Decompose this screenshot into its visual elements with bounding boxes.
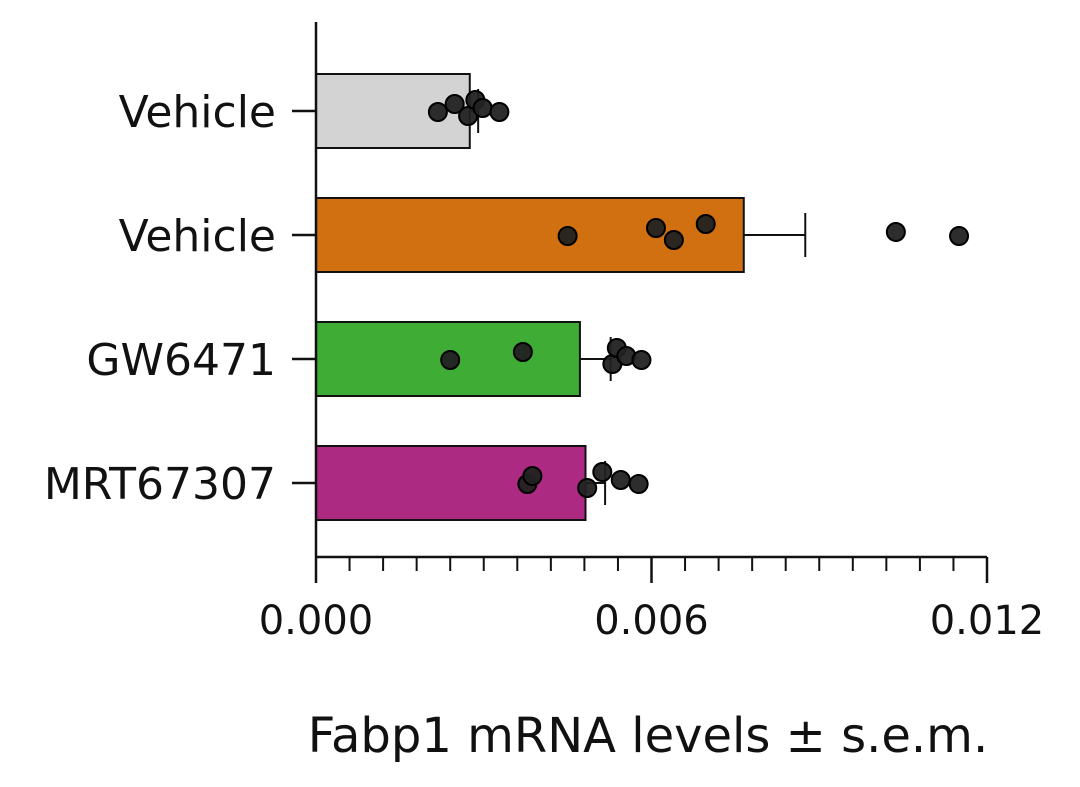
axes-layer (292, 22, 989, 583)
error-bars-layer (469, 89, 807, 505)
data-point (592, 462, 613, 482)
data-point (512, 342, 533, 362)
data-points-layer (427, 90, 970, 498)
data-point (444, 94, 465, 114)
x-axis-title: Fabp1 mRNA levels ± s.e.m. (308, 708, 988, 764)
data-point (645, 218, 666, 238)
x-tick-label: 0.012 (930, 598, 1045, 644)
data-point (489, 102, 510, 122)
y-tick-label: GW6471 (86, 335, 276, 386)
y-tick-label: MRT67307 (44, 459, 276, 510)
bars-layer (315, 73, 745, 521)
x-tick-label: 0.006 (594, 598, 709, 644)
data-point (610, 470, 631, 490)
data-point (628, 474, 649, 494)
data-point (885, 222, 906, 242)
x-tick-label: 0.000 (259, 598, 374, 644)
data-point (663, 230, 684, 250)
bar-4 (315, 445, 587, 521)
data-point (949, 226, 970, 246)
data-point (695, 214, 716, 234)
data-point (427, 102, 448, 122)
data-point (522, 466, 543, 486)
data-point (577, 478, 598, 498)
data-point (557, 226, 578, 246)
data-point (472, 98, 493, 118)
data-point (631, 350, 652, 370)
data-point (440, 350, 461, 370)
y-tick-label: Vehicle (119, 87, 276, 138)
labels-layer: Vehicle Vehicle GW6471 MRT67307 0.000 0.006 0.… (44, 87, 1044, 644)
y-tick-label: Vehicle (119, 211, 276, 262)
